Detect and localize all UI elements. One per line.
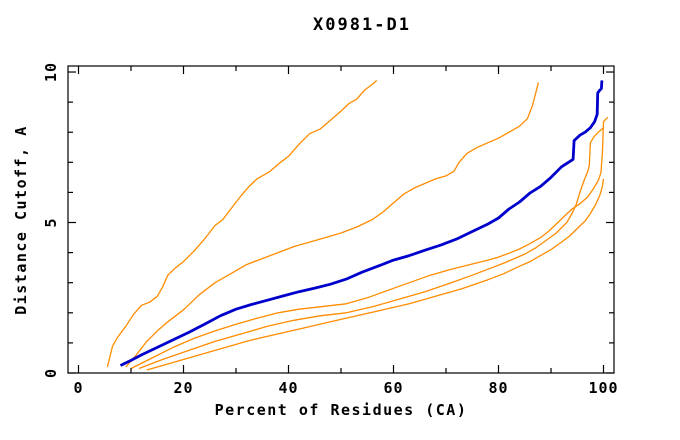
x-tick-label-60: 60 [383,379,403,397]
series-orange-5 [146,178,605,371]
x-axis-label: Percent of Residues (CA) [215,401,468,419]
plot-curves [106,79,609,371]
x-tick-label-80: 80 [488,379,508,397]
series-orange-1 [106,79,378,368]
y-tick-label-10: 10 [42,62,60,82]
axis-ticks [68,66,614,374]
series-orange-2 [125,82,540,368]
x-tick-label-0: 0 [73,379,83,397]
x-tick-label-100: 100 [588,379,618,397]
y-axis-label: Distance Cutoff, A [12,125,30,315]
x-tick-label-40: 40 [278,379,298,397]
y-tick-label-0: 0 [42,368,60,378]
x-tick-label-20: 20 [173,379,193,397]
axis-tick-labels: 0 20 40 60 80 100 0 5 10 [42,62,618,397]
series-blue-main [119,80,604,367]
y-tick-label-5: 5 [42,217,60,227]
plot-border [67,65,615,374]
series-orange-4 [138,127,604,370]
series-orange-3 [130,116,609,370]
chart-title: X0981-D1 [313,15,411,35]
